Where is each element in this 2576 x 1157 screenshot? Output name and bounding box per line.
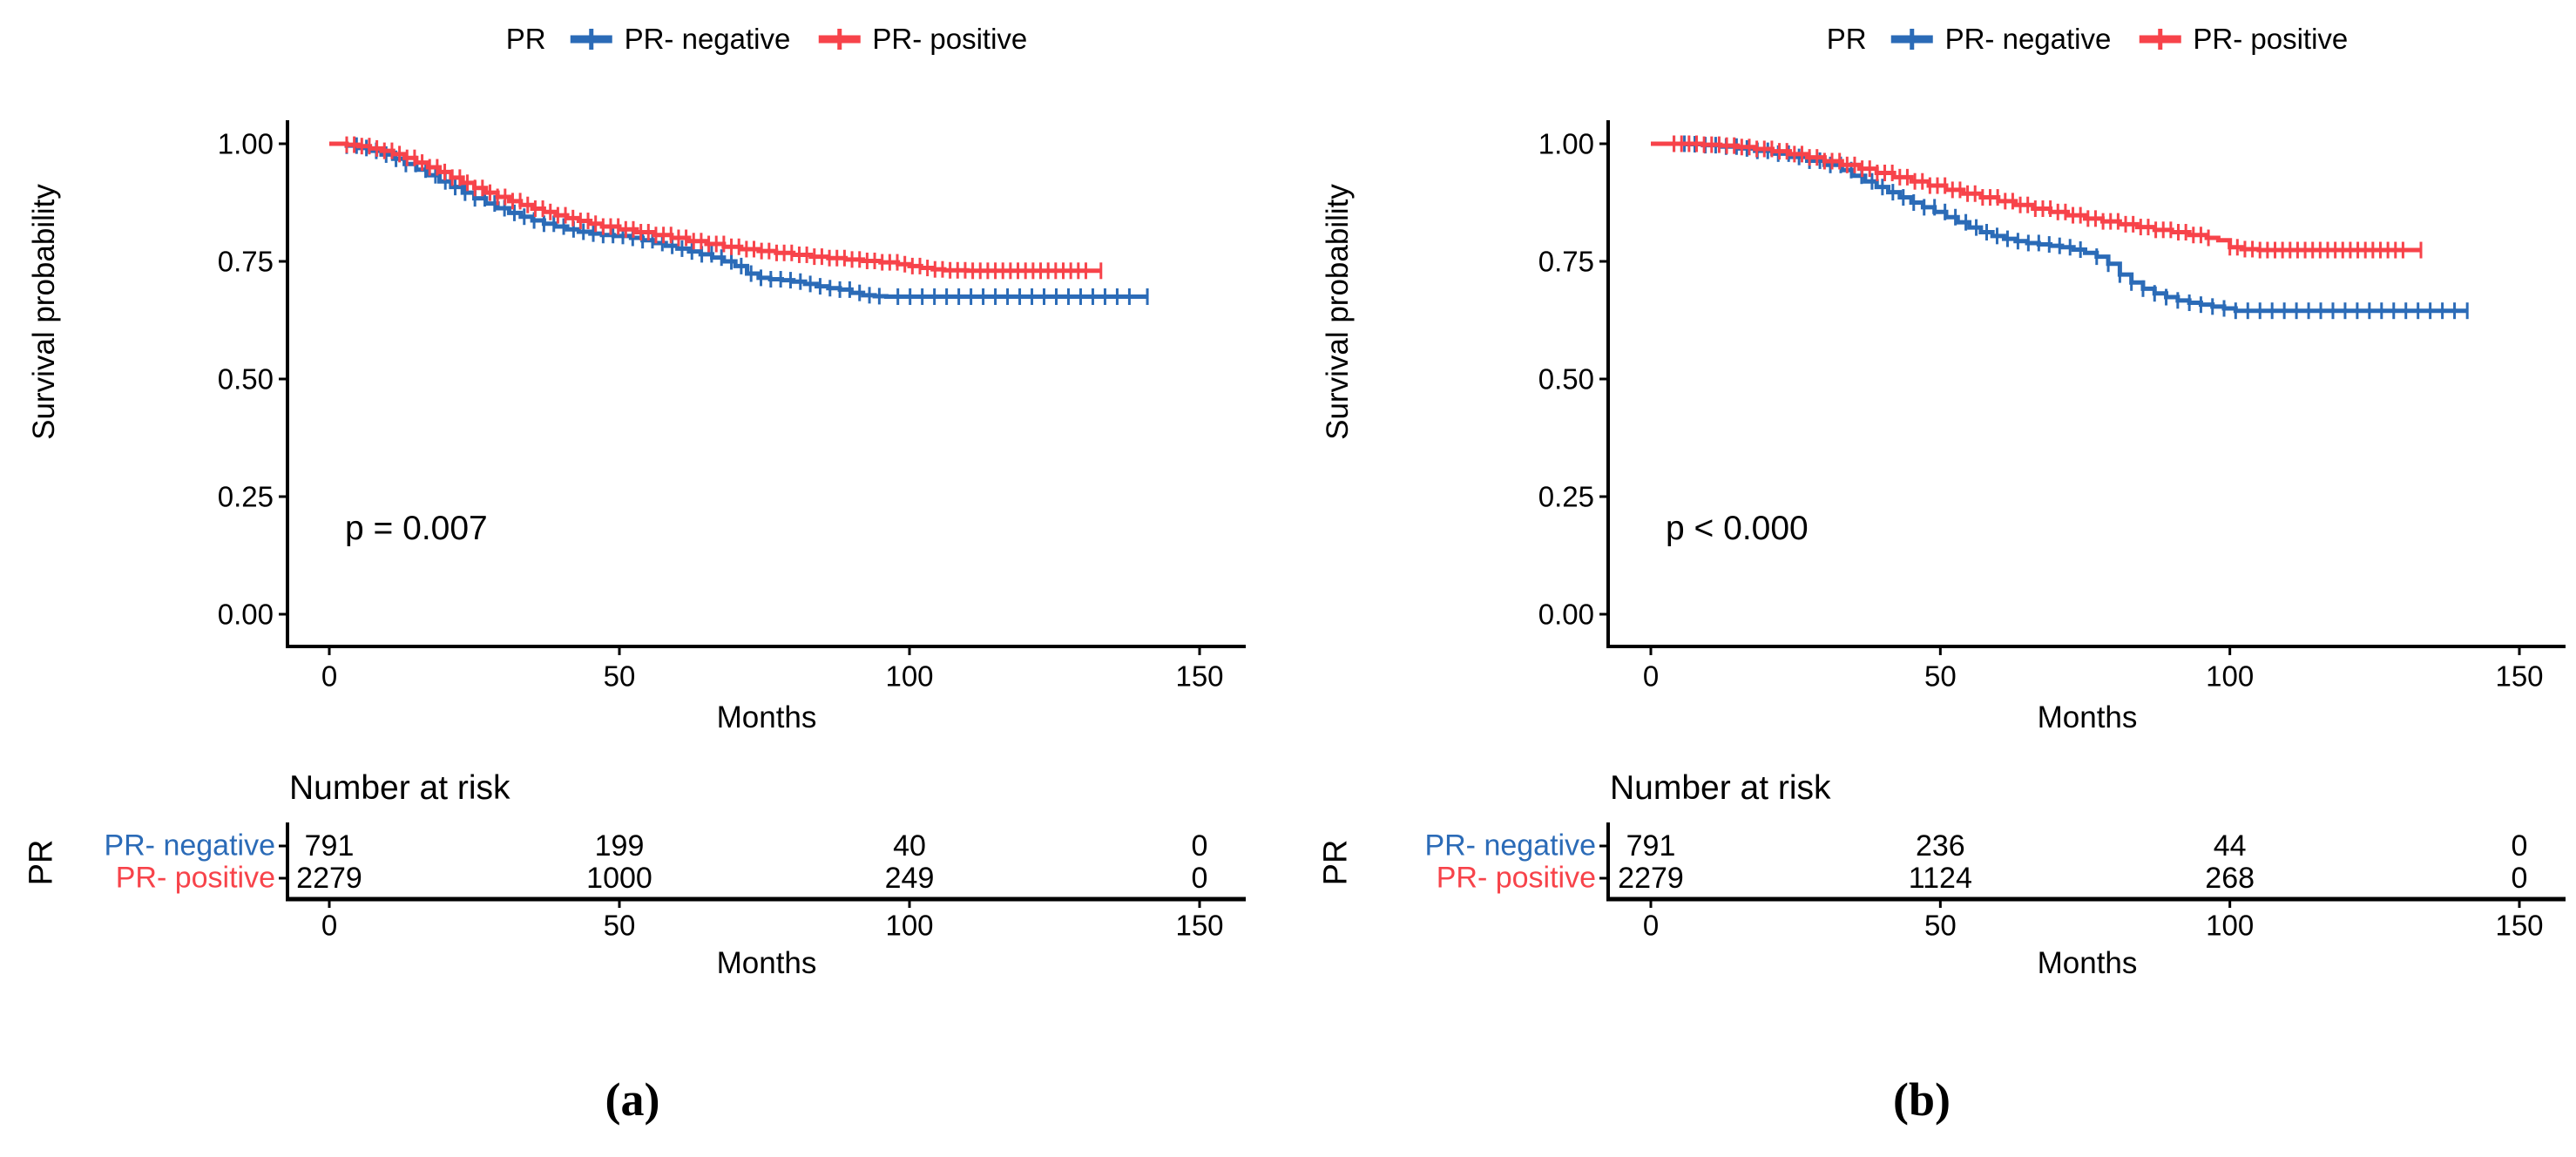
x-axis-title-a: Months	[716, 700, 817, 734]
risk-x-tick-label: 50	[604, 910, 636, 942]
risk-x-axis-title-b: Months	[2037, 946, 2138, 980]
x-tick-label: 50	[604, 660, 636, 693]
km-curve-negative	[1651, 141, 2468, 314]
risk-row-label-positive-b: PR- positive	[1436, 861, 1596, 895]
risk-x-tick-label: 100	[2206, 910, 2254, 942]
risk-group-label-b: PR	[1317, 839, 1355, 886]
risk-table-title-b: Number at risk	[1610, 769, 1831, 807]
risk-x-tick-label: 150	[1175, 910, 1223, 942]
legend-label-positive: PR- positive	[2193, 23, 2349, 55]
censor-key-icon-positive	[2137, 26, 2182, 52]
y-tick-label: 0.25	[1538, 481, 1594, 513]
legend-label-negative: PR- negative	[1944, 23, 2112, 55]
legend-panel-a: PR PR- negative PR- positive	[506, 23, 1028, 56]
y-tick-label: 0.50	[1538, 363, 1594, 396]
y-tick-label: 0.50	[218, 363, 274, 396]
risk-x-tick-label: 150	[2495, 910, 2543, 942]
x-tick-label: 50	[1924, 660, 1957, 693]
km-curve-negative	[329, 141, 1148, 299]
risk-count: 2279	[1618, 862, 1684, 895]
p-value-a: p = 0.007	[345, 510, 488, 547]
risk-count: 249	[885, 862, 935, 895]
risk-count: 236	[1916, 829, 1965, 863]
risk-count: 0	[2512, 829, 2528, 863]
y-tick-label: 0.00	[1538, 599, 1594, 631]
risk-count: 0	[2512, 862, 2528, 895]
risk-count: 791	[1626, 829, 1676, 863]
panel-caption-a: (a)	[605, 1073, 660, 1126]
y-tick-label: 0.75	[218, 246, 274, 278]
risk-count: 268	[2205, 862, 2255, 895]
risk-count: 0	[1192, 862, 1208, 895]
risk-count: 791	[305, 829, 355, 863]
risk-table-title-a: Number at risk	[289, 769, 510, 807]
censor-marks-negative	[345, 137, 1149, 305]
legend-label-positive: PR- positive	[872, 23, 1028, 55]
risk-x-axis-title-a: Months	[716, 946, 817, 980]
y-tick-label: 1.00	[1538, 128, 1594, 160]
km-panel-b: 1.00 0.75 0.50 0.25 0.00 0 50 100 150 791 236 44 0 22…	[1538, 120, 2566, 942]
risk-x-tick-label: 50	[1924, 910, 1957, 942]
censor-key-icon-negative	[569, 26, 614, 52]
legend-panel-b: PR PR- negative PR- positive	[1827, 23, 2349, 56]
risk-group-label-a: PR	[23, 839, 60, 886]
y-axis-title-b: Survival probability	[1321, 184, 1355, 440]
y-tick-label: 1.00	[218, 128, 274, 160]
risk-count: 40	[893, 829, 926, 863]
y-tick-label: 0.00	[218, 599, 274, 631]
risk-row-label-positive-a: PR- positive	[115, 861, 275, 895]
panel-caption-b: (b)	[1893, 1073, 1951, 1126]
risk-count: 2279	[296, 862, 362, 895]
risk-x-tick-label: 0	[321, 910, 337, 942]
x-tick-label: 150	[2495, 660, 2543, 693]
x-tick-label: 100	[2206, 660, 2254, 693]
risk-row-label-negative-a: PR- negative	[104, 829, 275, 863]
x-tick-label: 0	[1643, 660, 1659, 693]
risk-x-tick-label: 0	[1643, 910, 1659, 942]
risk-row-label-negative-b: PR- negative	[1424, 829, 1596, 863]
km-curve-positive	[329, 141, 1101, 274]
risk-count: 1124	[1909, 862, 1972, 895]
legend-title: PR	[1826, 23, 1867, 55]
censor-marks-positive	[1673, 135, 2423, 259]
y-tick-label: 0.25	[218, 481, 274, 513]
p-value-b: p < 0.000	[1666, 510, 1809, 547]
x-tick-label: 150	[1175, 660, 1223, 693]
risk-count: 1000	[586, 862, 652, 895]
x-tick-label: 0	[321, 660, 337, 693]
x-tick-label: 100	[885, 660, 933, 693]
risk-count: 0	[1192, 829, 1208, 863]
risk-count: 44	[2214, 829, 2247, 863]
censor-marks-negative	[1673, 135, 2469, 320]
censor-key-icon-negative	[1890, 26, 1935, 52]
x-axis-title-b: Months	[2037, 700, 2138, 734]
legend-label-negative: PR- negative	[624, 23, 791, 55]
risk-x-tick-label: 100	[885, 910, 933, 942]
km-curve-positive	[1651, 141, 2422, 253]
y-axis-title-a: Survival probability	[27, 184, 61, 440]
km-panel-a: 1.00 0.75 0.50 0.25 0.00 0 50 100 150 791 199 40 0 22…	[218, 120, 1246, 942]
y-tick-label: 0.75	[1538, 246, 1594, 278]
risk-count: 199	[595, 829, 645, 863]
legend-title: PR	[505, 23, 546, 55]
censor-key-icon-positive	[816, 26, 862, 52]
